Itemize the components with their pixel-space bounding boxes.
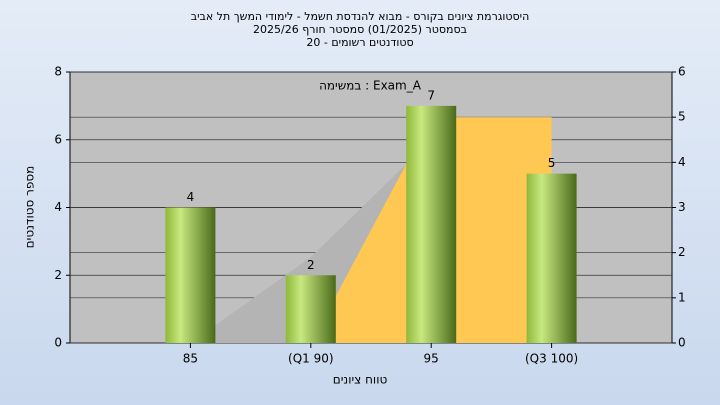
y2-tick-label: 5 [678, 110, 686, 124]
annotation: במשימה : Exam_A [319, 79, 422, 93]
y2-tick-label: 3 [678, 200, 686, 214]
x-tick-label: (Q1 90) [288, 352, 334, 366]
y-tick-label: 6 [54, 132, 62, 146]
data-label: 2 [307, 258, 315, 272]
y-tick-label: 4 [54, 200, 62, 214]
y-tick-label: 0 [54, 336, 62, 350]
y2-tick-label: 4 [678, 155, 686, 169]
bar [526, 173, 577, 343]
x-tick-label: 95 [424, 352, 439, 366]
y2-tick-label: 1 [678, 290, 686, 304]
x-axis-label: טווח ציונים [333, 373, 388, 387]
x-tick-label: 85 [183, 352, 198, 366]
data-label: 5 [548, 156, 556, 170]
data-label: 4 [187, 190, 195, 204]
y-tick-label: 8 [54, 65, 62, 79]
bar [285, 275, 336, 343]
title-line: היסטוגרמת ציונים בקורס - מבוא להנדסת חשמ… [191, 10, 530, 23]
data-label: 7 [427, 88, 435, 102]
x-tick-label: (Q3 100) [525, 352, 578, 366]
title-line: בסמסטר (01/2025) סמסטר חורף 2025/26 [253, 23, 467, 36]
y2-tick-label: 0 [678, 336, 686, 350]
bar [165, 207, 216, 343]
title-line: סטודנטים רשומים - 20 [306, 36, 413, 49]
y2-tick-label: 6 [678, 65, 686, 79]
bar [406, 105, 457, 343]
y2-tick-label: 2 [678, 245, 686, 259]
y-axis-label: מספר סטודנטים [23, 166, 37, 249]
y-tick-label: 2 [54, 268, 62, 282]
